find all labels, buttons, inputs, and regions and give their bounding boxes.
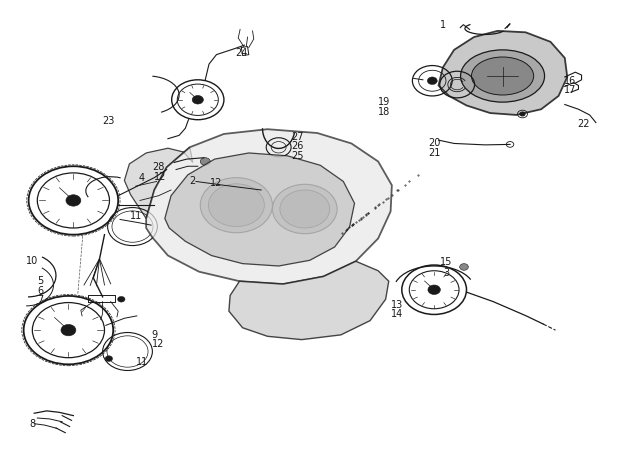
Text: 13: 13 <box>391 300 403 310</box>
Ellipse shape <box>460 50 544 102</box>
Text: 21: 21 <box>428 148 440 158</box>
Circle shape <box>105 356 113 361</box>
Text: 24: 24 <box>235 48 248 58</box>
Circle shape <box>427 77 437 85</box>
Text: 20: 20 <box>428 138 440 149</box>
Text: 23: 23 <box>103 116 115 126</box>
Text: 27: 27 <box>291 132 304 142</box>
Polygon shape <box>165 153 355 266</box>
Text: 16: 16 <box>564 76 576 86</box>
Text: 3: 3 <box>443 268 450 278</box>
Text: 19: 19 <box>378 97 391 107</box>
Text: 28: 28 <box>152 162 165 172</box>
Text: 6: 6 <box>37 285 44 296</box>
Text: 1: 1 <box>440 19 446 30</box>
Text: 14: 14 <box>391 309 403 320</box>
Circle shape <box>280 190 330 228</box>
Text: 11: 11 <box>129 211 142 221</box>
Text: 11: 11 <box>136 357 148 367</box>
Polygon shape <box>124 147 193 218</box>
Text: 9: 9 <box>151 330 157 340</box>
Text: 25: 25 <box>291 151 304 161</box>
Circle shape <box>272 184 337 234</box>
Text: 22: 22 <box>577 119 590 130</box>
Text: 15: 15 <box>440 257 453 267</box>
Text: 5: 5 <box>37 276 44 286</box>
Polygon shape <box>229 261 389 340</box>
Circle shape <box>192 95 203 104</box>
Polygon shape <box>439 31 567 115</box>
Circle shape <box>428 285 440 294</box>
Circle shape <box>66 195 81 206</box>
Circle shape <box>520 112 525 116</box>
Text: 26: 26 <box>291 141 304 152</box>
Circle shape <box>200 178 272 233</box>
Circle shape <box>460 264 468 270</box>
Text: 2: 2 <box>190 176 196 187</box>
Polygon shape <box>146 129 392 284</box>
Text: 10: 10 <box>26 256 39 266</box>
Circle shape <box>208 184 264 227</box>
Circle shape <box>61 324 76 336</box>
Circle shape <box>200 158 210 165</box>
Ellipse shape <box>471 57 534 95</box>
Text: 8: 8 <box>29 418 35 429</box>
Text: 12: 12 <box>154 171 167 182</box>
Text: 7: 7 <box>37 295 44 305</box>
Text: 17: 17 <box>564 85 576 95</box>
Text: 4: 4 <box>139 173 145 183</box>
Text: 12: 12 <box>210 178 223 188</box>
Text: 12: 12 <box>152 339 165 350</box>
Circle shape <box>118 296 125 302</box>
Text: 18: 18 <box>378 106 391 117</box>
